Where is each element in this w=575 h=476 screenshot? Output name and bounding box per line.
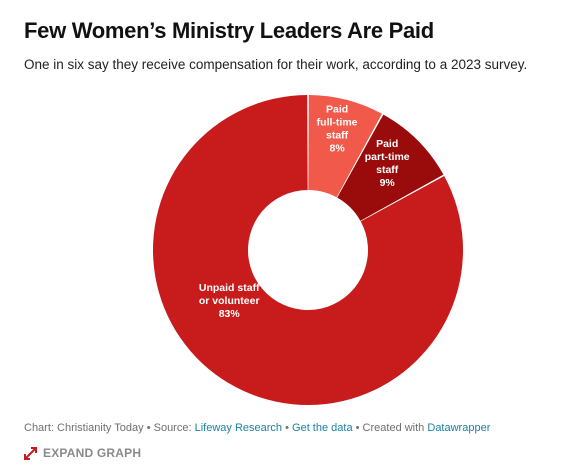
slice-name-line: staff <box>326 130 349 142</box>
slice-name-line: or volunteer <box>199 295 260 307</box>
slice-name-line: Paid <box>326 104 348 116</box>
donut-slice-1 <box>337 114 444 221</box>
donut-slice-2 <box>152 95 463 405</box>
donut-slice-0 <box>308 95 382 198</box>
footer-separator: • <box>146 422 151 434</box>
slice-name-line: part-time <box>365 151 410 163</box>
slice-value-label: 8% <box>330 143 346 155</box>
donut-chart: Paid full-time staff 8% Paid part-time staff 9%… <box>152 95 463 405</box>
datawrapper-link[interactable]: Datawrapper <box>427 422 491 434</box>
footer-source-prefix: Source: <box>153 422 192 434</box>
footer-created-prefix: Created with <box>362 422 425 434</box>
expand-arrows-icon <box>24 446 37 460</box>
slice-label-0: Paid full-time staff 8% <box>317 104 358 155</box>
slice-value-label: 83% <box>219 308 241 320</box>
chart-subtitle: One in six say they receive compensation… <box>24 57 528 72</box>
slice-name-line: Paid <box>376 138 398 150</box>
slice-name-line: staff <box>376 164 399 176</box>
slice-labels: Paid full-time staff 8% Paid part-time staff 9%… <box>199 104 410 320</box>
get-data-link[interactable]: Get the data <box>292 422 353 434</box>
slice-label-2: Unpaid staff or volunteer 83% <box>199 282 260 320</box>
footer-separator: • <box>285 422 289 434</box>
chart-footer: Chart: Christianity Today • Source: Life… <box>24 422 490 434</box>
source-link[interactable]: Lifeway Research <box>194 422 283 434</box>
footer-chart-credit: Chart: Christianity Today <box>24 422 144 434</box>
expand-graph-label: EXPAND GRAPH <box>43 446 142 460</box>
slice-label-1: Paid part-time staff 9% <box>365 138 410 189</box>
donut-slices <box>152 95 463 405</box>
footer-separator: • <box>355 422 360 434</box>
expand-graph-button[interactable]: EXPAND GRAPH <box>24 446 141 460</box>
chart-title: Few Women’s Ministry Leaders Are Paid <box>24 18 434 43</box>
slice-value-label: 9% <box>380 177 396 189</box>
slice-name-line: Unpaid staff <box>199 282 260 294</box>
slice-name-line: full-time <box>317 117 358 129</box>
